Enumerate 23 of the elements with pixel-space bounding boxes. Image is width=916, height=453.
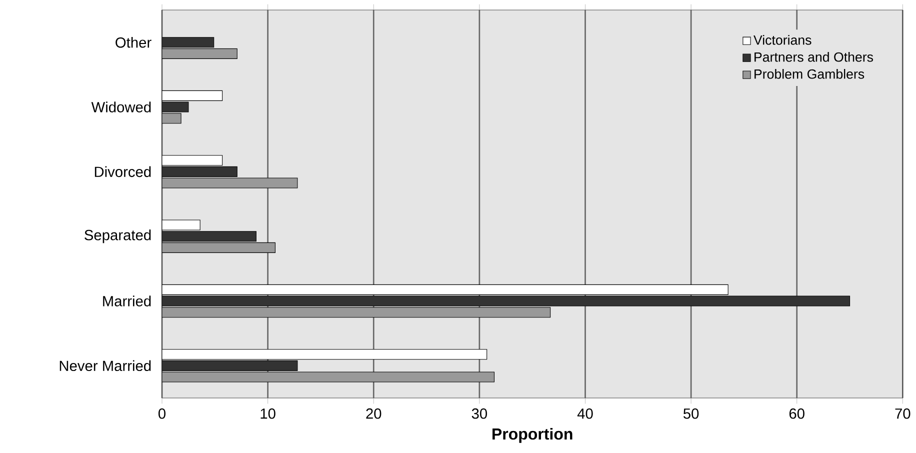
- x-tick-label: 10: [260, 408, 276, 419]
- bar: [162, 296, 850, 306]
- bar: [162, 231, 256, 242]
- x-tick-label: 0: [158, 408, 166, 419]
- bar: [162, 360, 298, 371]
- y-tick-label: Separated: [84, 230, 151, 244]
- y-tick-label: Widowed: [91, 102, 151, 112]
- x-tick-label: 60: [789, 408, 804, 419]
- y-tick-label: Married: [103, 296, 151, 306]
- x-tick-label: 20: [366, 408, 382, 419]
- x-tick-label: 50: [683, 408, 699, 419]
- y-tick-label: Other: [116, 36, 152, 48]
- y-tick-label: Divorced: [94, 166, 151, 178]
- legend-label: Victorians: [754, 35, 812, 45]
- legend-label: Problem Gamblers: [754, 69, 864, 79]
- x-tick-label: 40: [577, 408, 593, 419]
- x-tick-label: 30: [472, 408, 487, 419]
- x-axis-title: Proportion: [492, 428, 572, 443]
- y-tick-label: Never Married: [60, 360, 151, 372]
- bar: [162, 37, 214, 48]
- legend-label: Partners and Others: [754, 52, 874, 62]
- x-tick-label: 70: [895, 408, 910, 419]
- bar: [162, 166, 238, 177]
